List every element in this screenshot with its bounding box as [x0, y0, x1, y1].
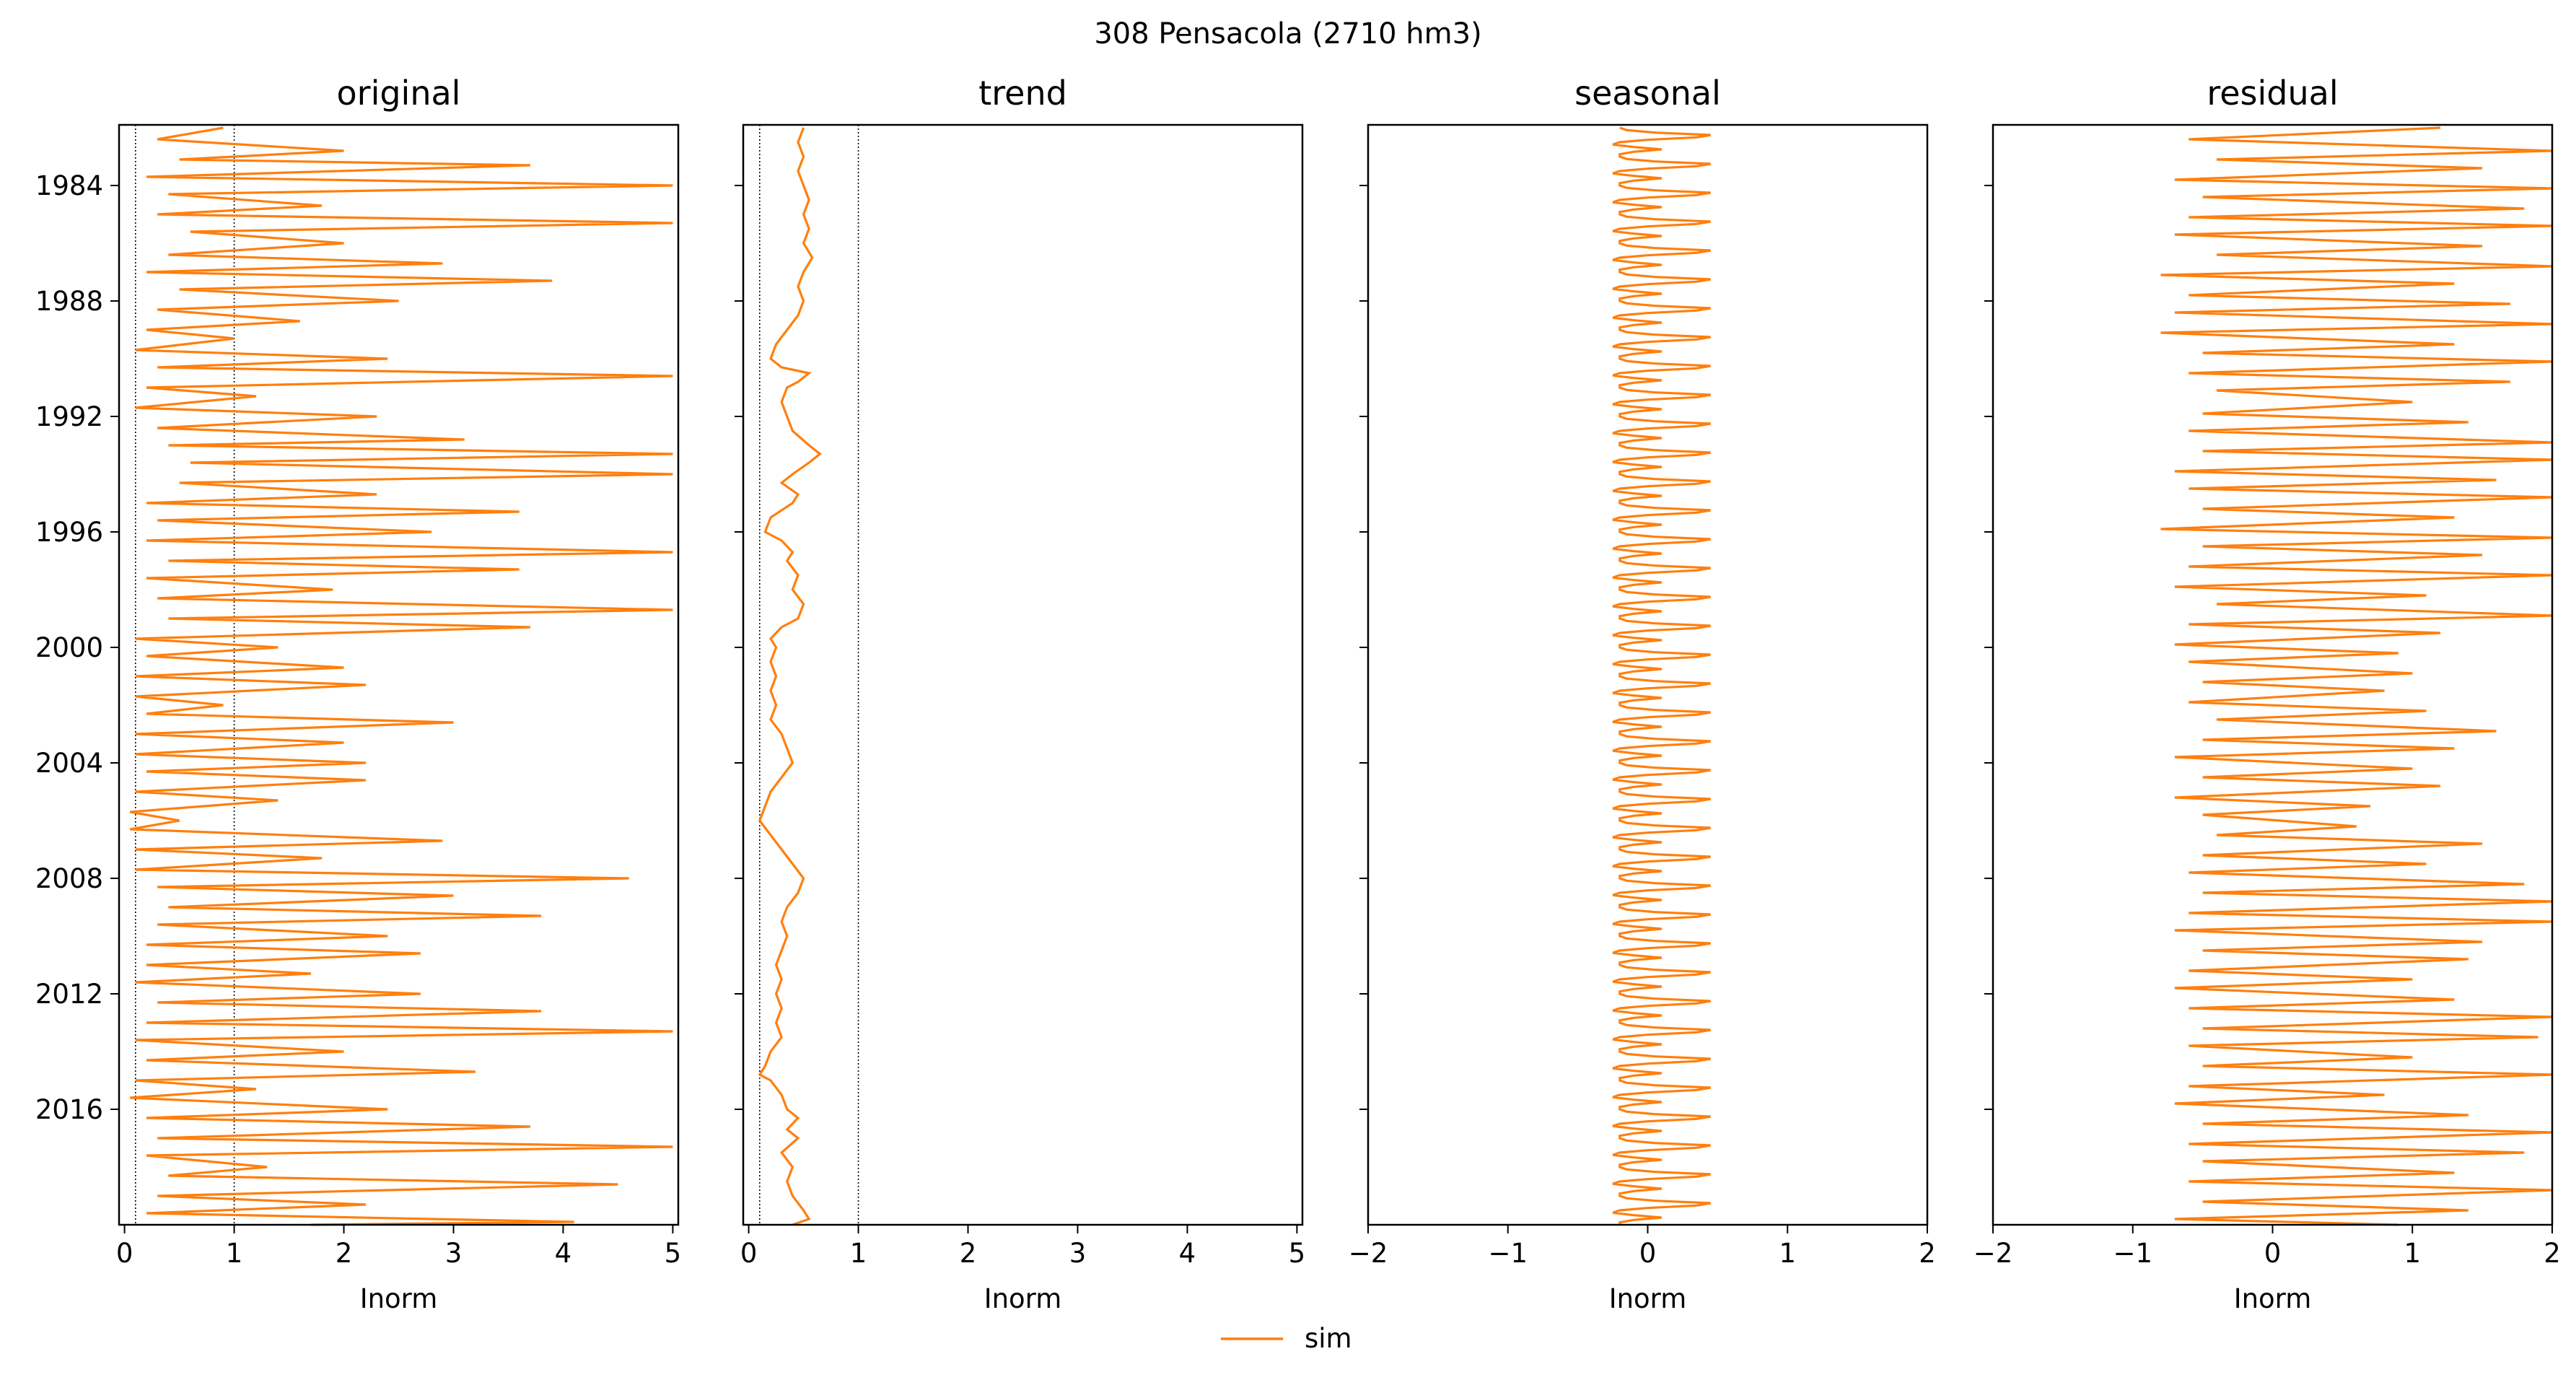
panel-residual: residual −2 −1 0 1 2 Inorm: [1973, 74, 2561, 1314]
panel-title: seasonal: [1574, 74, 1721, 113]
x-tick-label: 4: [1179, 1238, 1196, 1269]
panel-title: residual: [2207, 74, 2338, 113]
x-axis-label: Inorm: [984, 1283, 1062, 1314]
legend-label-sim: sim: [1305, 1323, 1352, 1354]
x-tick-label: 1: [2404, 1238, 2421, 1269]
panel-trend: trend 0 1 2 3 4 5 Inorm: [735, 74, 1305, 1314]
x-tick-label: 5: [1289, 1238, 1306, 1269]
x-tick-label: 4: [555, 1238, 572, 1269]
x-tick-label: 2: [960, 1238, 977, 1269]
figure-suptitle: 308 Pensacola (2710 hm3): [1094, 17, 1481, 51]
panel-title: trend: [978, 74, 1067, 113]
x-tick-label: −2: [1349, 1238, 1388, 1269]
x-tick-label: 1: [1779, 1238, 1796, 1269]
y-tick-label: 1992: [35, 401, 103, 432]
x-tick-label: 5: [665, 1238, 682, 1269]
x-tick-label: 3: [445, 1238, 463, 1269]
axes-frame: [742, 123, 1304, 1226]
x-tick-label: 0: [2264, 1238, 2282, 1269]
x-tick-label: −1: [2113, 1238, 2152, 1269]
series-line-sim: [1612, 126, 1711, 1225]
y-tick-label: 1996: [35, 517, 103, 548]
y-tick-label: 2008: [35, 863, 103, 894]
y-tick-label: 1988: [35, 286, 103, 317]
x-tick-label: 3: [1069, 1238, 1087, 1269]
x-axis-label: Inorm: [360, 1283, 438, 1314]
y-tick-label: 2012: [35, 979, 103, 1010]
series-line-sim: [758, 127, 822, 1226]
x-tick-label: 2: [336, 1238, 353, 1269]
x-tick-label: 1: [226, 1238, 243, 1269]
x-tick-label: 0: [1639, 1238, 1657, 1269]
x-tick-label: 0: [740, 1238, 758, 1269]
axes-frame: [118, 123, 680, 1226]
series-line-sim: [2160, 126, 2553, 1226]
panel-title: original: [337, 74, 461, 113]
y-tick-label: 2004: [35, 748, 103, 779]
x-tick-label: 2: [1919, 1238, 1936, 1269]
series-line-sim: [129, 126, 673, 1226]
x-tick-label: 1: [850, 1238, 867, 1269]
legend: sim: [1221, 1323, 1352, 1354]
y-tick-label: 1984: [35, 170, 103, 201]
panel-original: original 0 1 2 3 4 5 Inorm 1984 1988 1992 1996 2000 2…: [35, 74, 681, 1314]
x-axis-label: Inorm: [1609, 1283, 1687, 1314]
x-tick-label: −1: [1488, 1238, 1528, 1269]
x-tick-label: −2: [1973, 1238, 2013, 1269]
x-tick-label: 2: [2544, 1238, 2561, 1269]
axes-frame: [1992, 123, 2554, 1226]
panel-seasonal: seasonal −2 −1 0 1 2 Inorm: [1349, 74, 1936, 1314]
y-tick-label: 2000: [35, 632, 103, 663]
y-tick-label: 2016: [35, 1094, 103, 1125]
x-tick-label: 0: [116, 1238, 133, 1269]
axes-frame: [1367, 123, 1929, 1226]
x-axis-label: Inorm: [2234, 1283, 2312, 1314]
